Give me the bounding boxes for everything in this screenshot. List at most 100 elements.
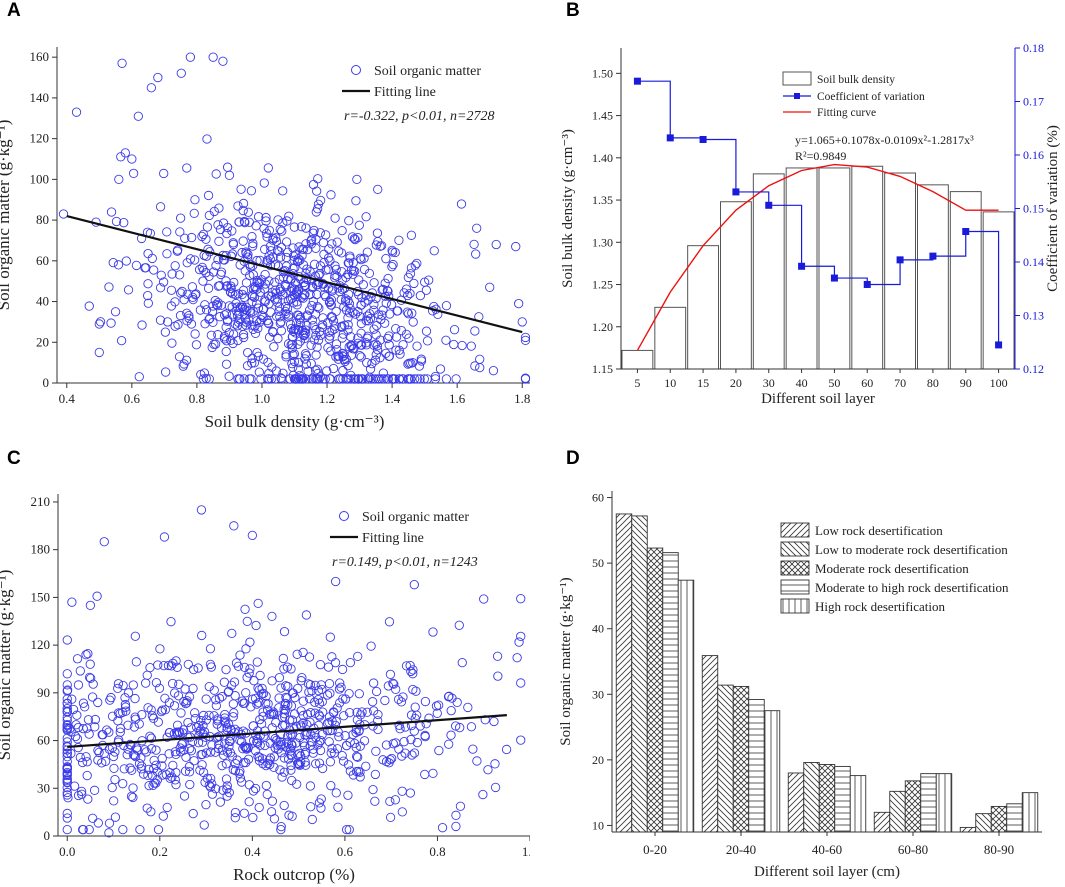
data-point [190,195,200,205]
cv-marker [929,252,937,260]
legend-label: Moderate to high rock desertification [815,580,1009,595]
data-point [444,691,454,701]
data-point [153,717,163,727]
data-point [286,664,296,674]
data-point [62,745,72,755]
data-point [400,722,411,732]
fitting-curve [636,163,999,351]
data-point [206,773,216,784]
panel-label-b: B [566,0,580,21]
data-point [300,757,310,767]
data-point [274,672,285,683]
data-point [186,723,196,733]
data-point [63,793,73,803]
data-point [158,811,168,821]
data-point [345,657,356,668]
data-point [118,824,128,835]
legend-swatch-bar [782,71,812,86]
cv-marker [798,262,806,270]
data-point [129,750,140,761]
data-point [311,243,321,253]
data-point [127,154,137,164]
data-point [261,228,272,238]
data-point [166,617,176,627]
data-point [179,791,190,801]
data-point [326,190,336,200]
data-point [422,374,432,384]
data-point [490,782,501,793]
data-point [246,186,257,196]
data-point [154,683,165,693]
legend-marker-scatter [351,65,361,75]
data-point [242,616,252,627]
data-point [298,696,308,706]
data-point [83,794,93,804]
y-tick-label: 1.20 [592,320,613,334]
data-point [381,740,392,750]
data-point [234,217,244,227]
data-point [308,296,318,306]
x-tick-label: 0.2 [152,844,168,859]
data-point [173,320,183,330]
data-point [292,374,302,384]
legend-label-cv: Coefficient of variation [817,91,925,103]
data-point [407,750,417,760]
data-point [451,374,461,384]
data-point [235,650,245,660]
data-point [327,743,337,754]
data-point [391,332,402,342]
data-point [276,373,286,383]
data-point [449,325,460,335]
y2-tick-label: 0.18 [1023,41,1044,55]
data-point [312,186,322,196]
data-point [271,366,282,376]
data-point [137,320,147,330]
data-point [490,759,500,769]
data-point [470,361,480,371]
data-point [167,338,177,348]
data-point [489,716,499,727]
data-point [247,297,257,307]
legend-label: Low to moderate rock desertification [815,542,1008,557]
data-point [275,318,285,328]
data-point [213,298,223,308]
data-point [278,368,288,378]
data-point [491,239,501,250]
data-point [104,828,114,838]
data-point [201,748,211,758]
data-point [341,272,351,283]
bar-bulk-density [949,191,982,370]
data-point [131,657,142,667]
data-point [343,760,354,770]
data-point [116,335,127,346]
data-point [294,748,305,759]
data-point [370,769,381,780]
data-point [415,290,426,301]
y-tick-label: 210 [31,494,51,509]
data-point [441,335,451,345]
data-point [267,796,278,806]
data-point [332,237,342,247]
data-point [343,258,353,268]
data-point [214,236,224,246]
data-point [367,358,377,369]
data-point [218,56,228,66]
data-point [362,358,372,368]
y-tick-label: 100 [30,171,50,186]
data-point [305,694,315,704]
bar-diag-right [787,772,805,833]
data-point [62,808,72,819]
data-point [289,356,300,367]
data-point [206,330,217,340]
data-point [88,679,98,689]
data-point [201,715,211,725]
x-axis-title: Soil bulk density (g·cm⁻³) [205,412,385,431]
data-point [371,746,381,756]
data-point [142,803,152,813]
x-tick-label: 60-80 [898,842,928,857]
data-point [409,726,419,736]
data-point [251,730,261,741]
data-point [167,269,177,279]
bar-diag-left [803,762,820,833]
data-point [362,311,372,321]
